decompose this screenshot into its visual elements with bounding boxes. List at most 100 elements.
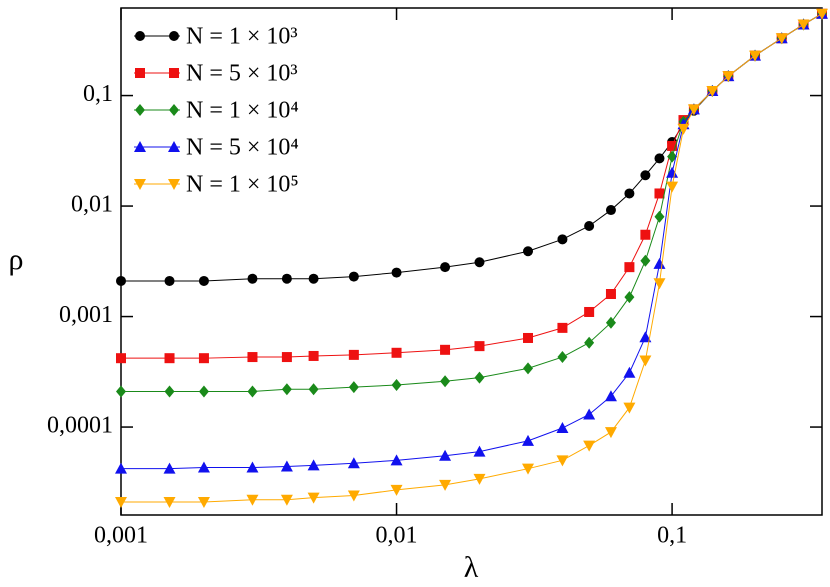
marker	[666, 166, 679, 178]
marker	[666, 181, 679, 193]
legend-text: N = 1 × 10³	[186, 24, 298, 50]
marker	[348, 271, 359, 282]
marker	[390, 484, 403, 496]
marker	[556, 422, 569, 434]
marker	[439, 479, 452, 491]
marker	[556, 455, 569, 467]
marker	[654, 210, 665, 223]
marker	[163, 462, 176, 474]
marker	[667, 150, 678, 163]
marker	[624, 262, 635, 273]
marker	[816, 8, 828, 20]
marker	[246, 461, 259, 473]
marker	[308, 350, 319, 361]
y-tick-label: 0,1	[83, 81, 113, 107]
marker	[308, 383, 319, 396]
marker	[523, 246, 534, 257]
marker	[198, 353, 209, 364]
marker	[473, 473, 486, 485]
marker	[583, 440, 596, 452]
y-tick-label: 0,0001	[47, 413, 113, 439]
marker	[624, 291, 635, 304]
marker	[347, 457, 360, 469]
marker	[522, 463, 535, 475]
marker	[474, 257, 485, 268]
marker	[654, 153, 665, 164]
legend-text: N = 5 × 10³	[186, 61, 298, 87]
marker	[168, 141, 180, 152]
marker	[706, 85, 719, 97]
marker	[722, 71, 735, 83]
marker	[197, 461, 210, 473]
marker	[115, 496, 127, 508]
marker	[523, 332, 534, 343]
marker	[639, 355, 652, 367]
marker	[198, 385, 209, 398]
marker	[440, 262, 451, 273]
x-tick-label: 0,01	[376, 523, 418, 549]
legend-text: N = 1 × 10⁵	[186, 172, 299, 198]
marker	[687, 104, 700, 116]
marker	[134, 141, 146, 152]
marker	[116, 385, 126, 398]
marker	[474, 371, 485, 384]
marker	[439, 449, 452, 461]
marker	[135, 104, 145, 116]
marker	[163, 496, 176, 508]
marker	[280, 494, 293, 506]
marker	[115, 462, 127, 474]
marker	[247, 352, 258, 363]
marker	[169, 31, 179, 41]
marker	[348, 381, 359, 394]
marker	[116, 353, 126, 364]
marker	[473, 445, 486, 457]
marker	[557, 351, 568, 364]
marker	[557, 234, 568, 245]
marker	[640, 170, 651, 181]
x-tick-label: 0,001	[94, 523, 148, 549]
marker	[307, 492, 320, 504]
marker	[247, 385, 258, 398]
marker	[605, 205, 616, 216]
marker	[474, 341, 485, 352]
marker	[654, 188, 665, 199]
marker	[164, 275, 175, 286]
marker	[169, 104, 179, 116]
marker	[164, 353, 175, 364]
marker	[197, 496, 210, 508]
marker	[604, 390, 617, 402]
marker	[584, 336, 595, 349]
marker	[168, 179, 180, 190]
marker	[308, 273, 319, 284]
marker	[623, 366, 636, 378]
marker	[653, 278, 666, 290]
marker	[605, 289, 616, 300]
marker	[640, 254, 651, 267]
marker	[440, 344, 451, 355]
series-line	[121, 13, 823, 503]
marker	[584, 220, 595, 231]
marker	[307, 459, 320, 471]
marker	[749, 50, 762, 62]
marker	[135, 31, 145, 41]
marker	[169, 68, 179, 78]
marker	[440, 375, 451, 388]
marker	[198, 275, 209, 286]
marker	[775, 33, 788, 45]
marker	[390, 454, 403, 466]
marker	[348, 349, 359, 360]
marker	[797, 19, 810, 31]
marker	[624, 188, 635, 199]
marker	[281, 352, 292, 363]
marker	[605, 316, 616, 329]
marker	[623, 402, 636, 414]
marker	[523, 362, 534, 375]
marker	[584, 306, 595, 317]
legend-text: N = 5 × 10⁴	[186, 135, 299, 161]
marker	[639, 331, 652, 343]
legend-text: N = 1 × 10⁴	[186, 98, 299, 124]
marker	[604, 427, 617, 439]
x-axis-label: λ	[464, 551, 479, 584]
marker	[391, 267, 402, 278]
